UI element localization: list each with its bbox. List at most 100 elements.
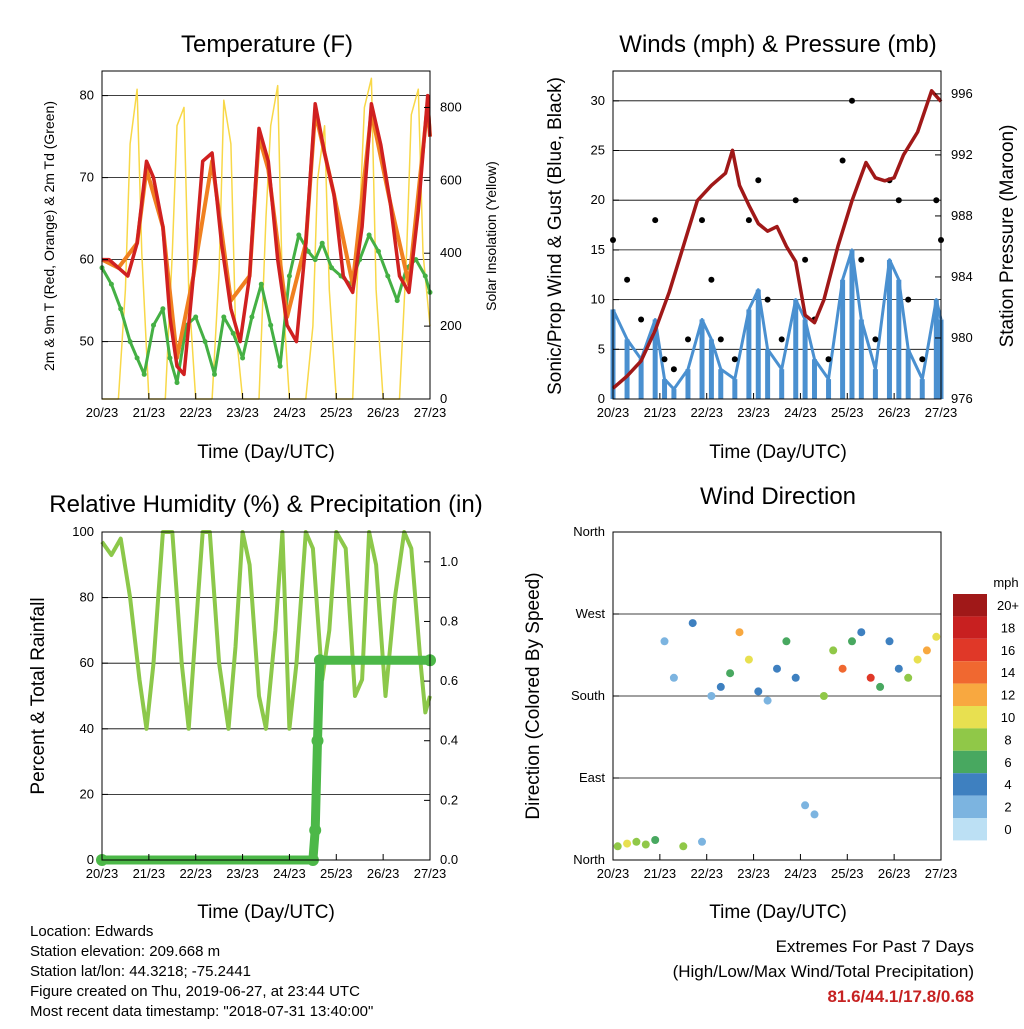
direction-point (782, 637, 791, 646)
dewpoint-point (366, 232, 372, 238)
legend-label: 6 (1004, 755, 1011, 770)
gust-point (872, 336, 879, 343)
legend-swatch (953, 728, 987, 751)
winds-x-label: Time (Day/UTC) (709, 442, 847, 463)
direction-point (707, 692, 716, 700)
temperature-left-ticks: 50 60 70 80 (80, 88, 108, 349)
dewpoint-point (174, 380, 180, 386)
y-tick-label-right: 0.4 (440, 733, 458, 748)
dewpoint-point (385, 273, 391, 279)
legend-label: 4 (1004, 777, 1011, 792)
y-tick-label: South (571, 688, 605, 703)
dewpoint-point (296, 232, 302, 238)
legend-label: 8 (1004, 732, 1011, 747)
gust-point (802, 256, 809, 263)
x-tick-label: 25/23 (320, 866, 353, 881)
speed-legend: 20+ 18 16 14 12 10 8 6 4 2 0 (953, 594, 1019, 841)
x-tick-label: 25/23 (831, 866, 864, 881)
dewpoint-point (221, 314, 227, 320)
direction-point (735, 628, 744, 637)
direction-point (641, 840, 650, 849)
winds-x-ticks: 20/23 21/23 22/23 23/23 24/23 25/23 26/23 27/23 (597, 393, 958, 420)
dewpoint-point (134, 355, 140, 361)
dewpoint-point (319, 240, 325, 246)
direction-point (763, 696, 772, 705)
gust-point (839, 157, 846, 164)
dewpoint-point (118, 306, 124, 312)
direction-point (894, 664, 903, 673)
temperature-y-label-left: 2m & 9m T (Red, Orange) & 2m Td (Green) (41, 101, 57, 371)
direction-point (922, 646, 931, 655)
direction-point (698, 837, 706, 846)
y-tick-label: 10 (591, 292, 605, 307)
y-tick-label: North (573, 852, 605, 867)
legend-label: 2 (1004, 800, 1011, 815)
dewpoint-point (376, 248, 381, 254)
temperature-y-label-right: Solar Insolation (Yellow) (483, 161, 499, 311)
y-tick-label-right: 996 (951, 86, 973, 101)
gust-point (652, 217, 659, 224)
legend-label: 14 (1001, 665, 1015, 680)
gust-point (849, 97, 855, 104)
y-tick-label: North (573, 524, 605, 539)
legend-label: 20+ (997, 598, 1019, 613)
y-tick-label-right: 976 (951, 391, 973, 406)
temperature-frame (101, 70, 431, 400)
dewpoint-point (268, 322, 274, 328)
extremes-title: Extremes For Past 7 Days (775, 937, 974, 956)
direction-x-ticks: 20/23 21/23 22/23 23/23 24/23 25/23 26/23 27/23 (597, 854, 958, 881)
legend-label: 18 (1001, 620, 1015, 635)
figure-created: Figure created on Thu, 2019-06-27, at 23… (30, 983, 360, 1000)
dewpoint-point (286, 273, 292, 279)
y-tick-label-right: 0 (440, 391, 447, 406)
temperature-title: Temperature (F) (181, 31, 353, 58)
dewpoint-point (312, 257, 318, 263)
y-tick-label-right: 0.0 (440, 852, 458, 867)
gust-point (895, 197, 902, 204)
direction-y-label: Direction (Colored By Speed) (523, 572, 544, 819)
x-tick-label: 24/23 (784, 405, 817, 420)
winds-plot-area (610, 89, 944, 399)
x-tick-label: 27/23 (925, 405, 958, 420)
y-tick-label-right: 988 (951, 208, 973, 223)
x-tick-label: 22/23 (179, 405, 212, 420)
humidity-line (100, 530, 432, 731)
direction-point (848, 637, 856, 646)
dewpoint-point (249, 314, 255, 320)
temp-2m-line (102, 93, 432, 377)
direction-point (754, 687, 763, 696)
x-tick-label: 21/23 (133, 405, 166, 420)
y-tick-label: 70 (80, 170, 94, 185)
temperature-right-ticks: 0 200 400 600 800 (424, 99, 462, 406)
dewpoint-point (212, 371, 217, 377)
gust-point (778, 336, 785, 343)
y-tick-label: 20 (591, 192, 605, 207)
direction-point (876, 682, 885, 691)
x-tick-label: 26/23 (367, 866, 400, 881)
direction-point (810, 810, 819, 819)
humidity-left-ticks: 0 20 40 60 80 100 (72, 524, 108, 867)
gust-point (685, 336, 691, 343)
dewpoint-point (394, 298, 400, 304)
dewpoint-point (108, 281, 114, 287)
gust-point (708, 276, 715, 283)
dewpoint-point (240, 355, 246, 361)
dewpoint-point (160, 306, 166, 312)
y-tick-label-right: 0.8 (440, 613, 458, 628)
gust-point (858, 256, 865, 263)
direction-plot-area (613, 619, 941, 851)
y-tick-label: 5 (598, 341, 605, 356)
x-tick-label: 27/23 (925, 866, 958, 881)
precipitation-point (313, 654, 326, 667)
legend-label: 12 (1001, 688, 1015, 703)
direction-point (613, 842, 622, 851)
y-tick-label-right: 200 (440, 318, 462, 333)
humidity-frame (101, 531, 431, 861)
station-info: Location: Edwards Station elevation: 209… (30, 922, 373, 1022)
gust-point (670, 366, 677, 373)
legend-label: 16 (1001, 643, 1015, 658)
legend-swatch (953, 594, 987, 617)
solar-insolation-line (102, 77, 431, 400)
y-tick-label-right: 992 (951, 147, 973, 162)
station-location: Location: Edwards (30, 923, 154, 940)
